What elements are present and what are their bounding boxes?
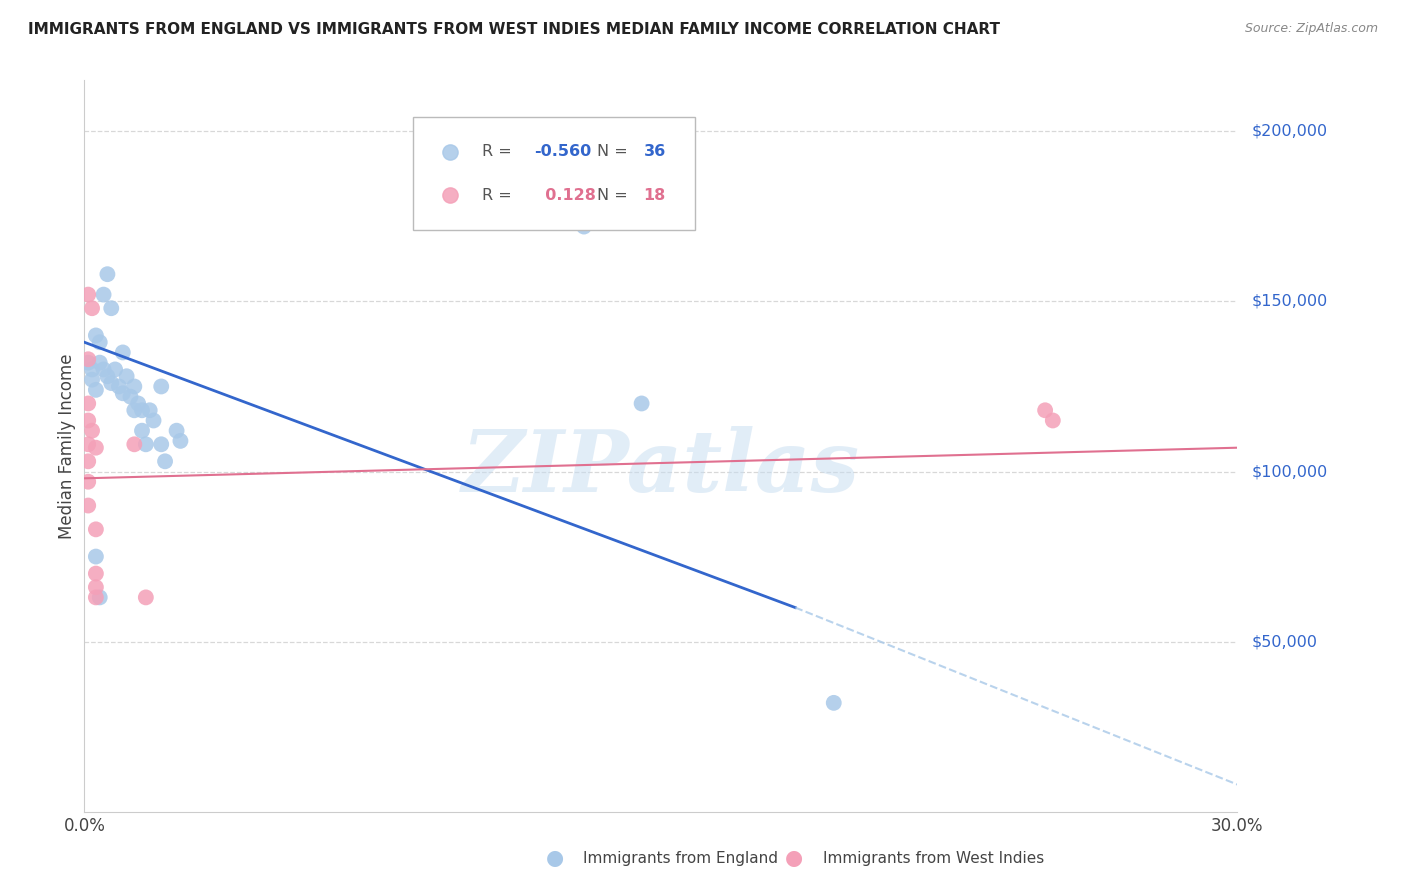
Point bbox=[80, 373, 103, 387]
Point bbox=[84, 591, 107, 605]
Point bbox=[124, 379, 146, 393]
Point bbox=[142, 413, 165, 427]
Point bbox=[77, 352, 100, 367]
Text: $100,000: $100,000 bbox=[1251, 464, 1327, 479]
Text: IMMIGRANTS FROM ENGLAND VS IMMIGRANTS FROM WEST INDIES MEDIAN FAMILY INCOME CORR: IMMIGRANTS FROM ENGLAND VS IMMIGRANTS FR… bbox=[28, 22, 1000, 37]
Text: ●: ● bbox=[786, 848, 803, 868]
Point bbox=[115, 369, 138, 384]
Point bbox=[96, 267, 118, 281]
Point bbox=[84, 522, 107, 536]
Point bbox=[127, 396, 149, 410]
Point bbox=[77, 454, 100, 468]
Point bbox=[166, 424, 188, 438]
Text: 0.128: 0.128 bbox=[534, 187, 596, 202]
Point bbox=[131, 424, 153, 438]
Point bbox=[89, 591, 111, 605]
Point bbox=[104, 362, 127, 376]
Point bbox=[111, 386, 134, 401]
Point bbox=[77, 475, 100, 489]
Text: -0.560: -0.560 bbox=[534, 145, 592, 160]
Point bbox=[572, 219, 595, 234]
Text: 18: 18 bbox=[644, 187, 666, 202]
Point bbox=[84, 328, 107, 343]
Text: ●: ● bbox=[547, 848, 564, 868]
Text: Immigrants from West Indies: Immigrants from West Indies bbox=[823, 851, 1043, 865]
Point bbox=[84, 441, 107, 455]
Point bbox=[823, 696, 845, 710]
Point bbox=[89, 335, 111, 350]
Point bbox=[1042, 413, 1064, 427]
Point bbox=[120, 390, 142, 404]
Point bbox=[84, 383, 107, 397]
Point bbox=[96, 369, 118, 384]
Text: $50,000: $50,000 bbox=[1251, 634, 1317, 649]
Text: N =: N = bbox=[598, 145, 633, 160]
Text: Immigrants from England: Immigrants from England bbox=[583, 851, 779, 865]
Point bbox=[77, 437, 100, 451]
Text: 36: 36 bbox=[644, 145, 666, 160]
Point bbox=[135, 591, 157, 605]
Point bbox=[150, 437, 173, 451]
Point bbox=[93, 362, 115, 376]
Point bbox=[77, 287, 100, 301]
Point bbox=[169, 434, 191, 448]
Point bbox=[84, 566, 107, 581]
Point bbox=[77, 413, 100, 427]
Point bbox=[1033, 403, 1056, 417]
Point bbox=[84, 549, 107, 564]
Point bbox=[124, 403, 146, 417]
Point bbox=[80, 424, 103, 438]
Text: N =: N = bbox=[598, 187, 633, 202]
Text: Source: ZipAtlas.com: Source: ZipAtlas.com bbox=[1244, 22, 1378, 36]
Point bbox=[111, 345, 134, 359]
Point bbox=[93, 287, 115, 301]
Point bbox=[77, 499, 100, 513]
FancyBboxPatch shape bbox=[413, 117, 696, 230]
Point bbox=[138, 403, 160, 417]
Text: $200,000: $200,000 bbox=[1251, 124, 1327, 139]
Point bbox=[100, 376, 122, 390]
Point bbox=[131, 403, 153, 417]
Point bbox=[80, 362, 103, 376]
Point bbox=[84, 580, 107, 594]
Point bbox=[108, 379, 131, 393]
Point bbox=[77, 356, 100, 370]
Point bbox=[77, 396, 100, 410]
Point bbox=[439, 199, 461, 213]
Point bbox=[80, 301, 103, 316]
Text: R =: R = bbox=[482, 145, 517, 160]
Point bbox=[135, 437, 157, 451]
Y-axis label: Median Family Income: Median Family Income bbox=[58, 353, 76, 539]
Text: ZIPatlas: ZIPatlas bbox=[461, 426, 860, 509]
Point bbox=[100, 301, 122, 316]
Point bbox=[150, 379, 173, 393]
Text: R =: R = bbox=[482, 187, 517, 202]
Point bbox=[153, 454, 176, 468]
Point bbox=[89, 356, 111, 370]
Text: $150,000: $150,000 bbox=[1251, 293, 1327, 309]
Point bbox=[124, 437, 146, 451]
Point bbox=[630, 396, 652, 410]
